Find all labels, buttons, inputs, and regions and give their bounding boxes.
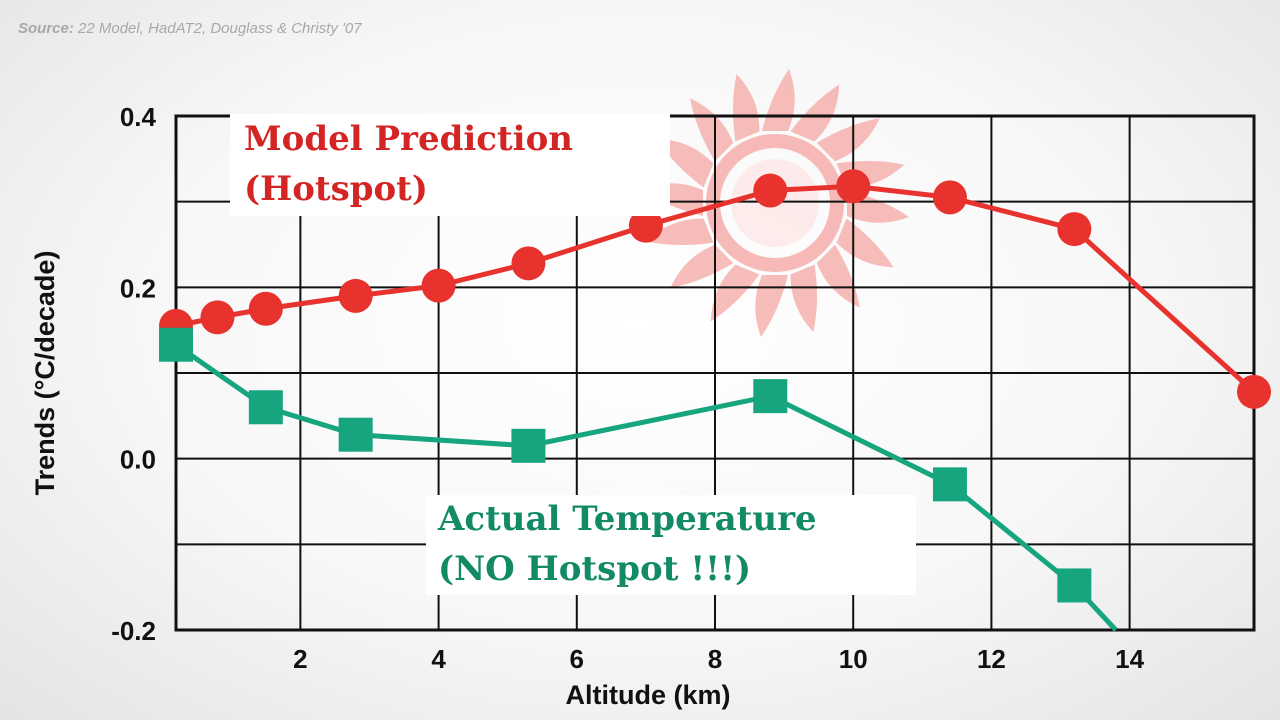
x-tick-label: 2 bbox=[293, 644, 307, 674]
y-tick-label: 0.2 bbox=[120, 273, 156, 303]
x-tick-label: 14 bbox=[1115, 644, 1144, 674]
model-point bbox=[628, 208, 663, 243]
y-axis-label: Trends (°C/decade) bbox=[30, 251, 60, 496]
series-layer bbox=[159, 169, 1271, 632]
x-tick-label: 10 bbox=[839, 644, 868, 674]
source-text: 22 Model, HadAT2, Douglass & Christy '07 bbox=[73, 20, 362, 37]
x-tick-label: 8 bbox=[708, 644, 722, 674]
model-point bbox=[932, 180, 967, 215]
tick-labels: 2 4 6 8 10 12 14 -0.2 0.0 0.2 0.4 bbox=[111, 102, 1144, 674]
actual-point bbox=[511, 428, 546, 463]
model-annotation-backdrop bbox=[230, 114, 670, 216]
sun-ray bbox=[656, 138, 714, 188]
sun-disc bbox=[706, 134, 844, 272]
sun-ray bbox=[645, 218, 714, 246]
actual-annotation-line1: Actual Temperature bbox=[437, 499, 817, 539]
actual-point bbox=[932, 467, 967, 502]
model-point bbox=[511, 246, 546, 281]
actual-series bbox=[159, 327, 1118, 632]
model-point bbox=[200, 300, 235, 335]
sun-ray bbox=[836, 218, 894, 268]
sun-icon bbox=[641, 69, 909, 337]
model-point bbox=[338, 278, 373, 313]
actual-annotation-line2: (NO Hotspot !!!) bbox=[438, 549, 751, 589]
sun-ray bbox=[755, 275, 788, 337]
x-tick-label: 4 bbox=[431, 644, 446, 674]
model-point bbox=[753, 173, 788, 208]
model-annotation-line1: Model Prediction bbox=[244, 119, 573, 159]
sun-ray bbox=[690, 98, 734, 162]
actual-point bbox=[338, 417, 373, 452]
y-tick-label: 0.4 bbox=[120, 102, 157, 132]
y-tick-label: -0.2 bbox=[111, 616, 156, 646]
source-prefix: Source: bbox=[18, 20, 74, 37]
model-point bbox=[1057, 212, 1092, 247]
sun-ray bbox=[762, 69, 795, 131]
actual-point bbox=[248, 390, 283, 425]
sun-ray bbox=[670, 244, 734, 288]
actual-point bbox=[753, 379, 788, 414]
model-point bbox=[1237, 374, 1271, 409]
actual-point bbox=[1057, 568, 1092, 603]
y-tick-label: 0.0 bbox=[120, 445, 156, 475]
actual-point bbox=[159, 327, 193, 362]
model-point bbox=[836, 169, 871, 204]
x-tick-label: 12 bbox=[977, 644, 1006, 674]
model-point bbox=[248, 291, 283, 326]
sun-ray bbox=[790, 84, 840, 142]
actual-annotation-backdrop bbox=[426, 495, 916, 595]
plot-frame bbox=[174, 114, 1256, 632]
model-annotation-line2: (Hotspot) bbox=[244, 169, 428, 209]
source-caption: Source: 22 Model, HadAT2, Douglass & Chr… bbox=[18, 20, 362, 37]
sun-ray bbox=[710, 264, 760, 322]
sun-ray bbox=[732, 73, 760, 142]
sun-ray bbox=[816, 118, 880, 162]
sun-ray bbox=[790, 264, 818, 333]
x-tick-label: 6 bbox=[570, 644, 584, 674]
x-axis-label: Altitude (km) bbox=[566, 680, 731, 710]
sun-ray bbox=[816, 244, 860, 308]
model-point bbox=[421, 268, 456, 303]
